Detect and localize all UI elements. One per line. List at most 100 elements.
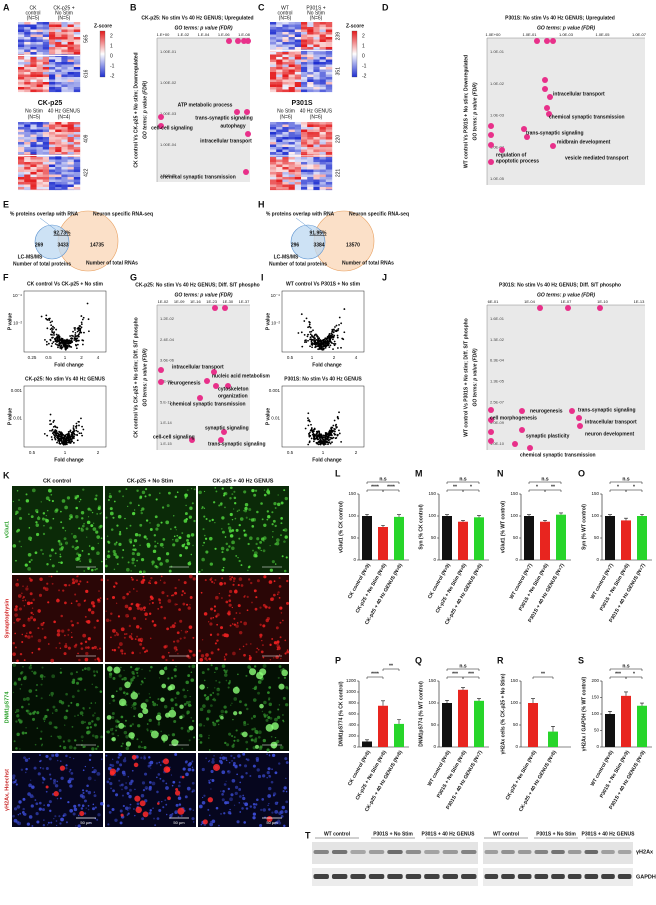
heatmap-cell xyxy=(288,64,295,68)
signal-spot xyxy=(284,757,288,761)
signal-spot xyxy=(25,727,27,729)
data-point xyxy=(76,430,79,433)
signal-spot xyxy=(233,736,236,739)
data-point xyxy=(46,318,49,321)
signal-spot xyxy=(165,552,170,556)
data-point xyxy=(60,338,62,341)
signal-spot xyxy=(32,711,36,715)
signal-spot xyxy=(56,570,59,573)
signal-spot xyxy=(260,549,262,552)
heatmap-cell xyxy=(276,79,283,83)
heatmap-cell xyxy=(325,177,333,180)
signal-spot xyxy=(150,596,154,600)
heatmap-cell xyxy=(18,122,25,125)
heatmap-cell xyxy=(24,184,31,188)
signal-spot xyxy=(198,804,203,809)
heatmap-cell xyxy=(288,179,295,183)
data-point xyxy=(71,334,73,337)
label: CK control xyxy=(43,478,72,484)
label: autophagy xyxy=(220,123,245,129)
heatmap-cell xyxy=(24,187,31,190)
signal-spot xyxy=(92,527,97,531)
label: γH2Ax xyxy=(636,849,654,855)
signal-spot xyxy=(38,801,42,805)
panel-letter: K xyxy=(3,470,10,480)
signal-spot xyxy=(78,658,81,662)
heatmap-cell xyxy=(313,82,320,85)
signal-spot xyxy=(151,601,154,604)
signal-spot xyxy=(131,557,135,562)
heatmap-cell xyxy=(67,122,74,125)
data-point xyxy=(74,333,77,336)
signal-spot xyxy=(118,674,122,678)
signal-spot xyxy=(22,666,24,668)
signal-spot xyxy=(254,554,258,558)
label: 600 xyxy=(348,711,356,716)
heatmap-cell xyxy=(319,134,326,138)
heatmap-cell xyxy=(42,77,50,80)
label: P value xyxy=(265,313,271,331)
heatmap-cell xyxy=(307,164,314,168)
signal-spot xyxy=(169,626,172,629)
signal-spot xyxy=(121,556,124,559)
signal-spot xyxy=(234,517,237,520)
signal-spot xyxy=(286,649,289,651)
label: 13570 xyxy=(346,242,360,248)
signal-spot xyxy=(229,512,233,517)
signal-spot xyxy=(99,597,102,600)
heatmap-cell xyxy=(301,149,308,153)
data-point xyxy=(74,343,77,346)
bar xyxy=(474,517,484,560)
heatmap-cell xyxy=(270,189,277,191)
panel-letter: E xyxy=(3,199,9,209)
data-point xyxy=(80,326,83,329)
bar xyxy=(474,700,484,747)
heatmap-cell xyxy=(55,87,62,90)
signal-spot xyxy=(211,518,214,522)
signal-spot xyxy=(179,619,183,623)
signal-spot xyxy=(260,502,263,505)
label: 1E-10 xyxy=(597,299,608,304)
heatmap-cell xyxy=(55,124,62,128)
heatmap-cell xyxy=(30,89,37,93)
heatmap-cell xyxy=(42,162,50,165)
signal-spot xyxy=(68,770,71,773)
label: 1.E-04 xyxy=(198,32,211,37)
signal-spot xyxy=(113,542,117,546)
signal-spot xyxy=(189,596,193,599)
signal-spot xyxy=(266,510,270,513)
signal-spot xyxy=(81,669,84,672)
signal-spot xyxy=(12,500,14,503)
signal-spot xyxy=(130,633,133,635)
heatmap-cell xyxy=(42,139,50,143)
signal-spot xyxy=(149,582,152,585)
signal-spot xyxy=(149,696,151,699)
data-point xyxy=(54,434,56,437)
signal-spot xyxy=(168,491,171,495)
heatmap-cell xyxy=(49,77,56,80)
signal-spot xyxy=(133,616,136,620)
data-point xyxy=(64,341,67,344)
signal-spot xyxy=(71,583,73,585)
signal-spot xyxy=(255,650,258,654)
signal-spot xyxy=(250,581,253,585)
heatmap-cell xyxy=(61,157,68,160)
signal-spot xyxy=(274,507,277,509)
heatmap-cell xyxy=(294,142,302,145)
signal-spot xyxy=(111,808,115,812)
heatmap-cell xyxy=(18,152,25,155)
signal-spot xyxy=(221,770,226,775)
signal-spot xyxy=(252,517,257,522)
heatmap-cell xyxy=(73,179,81,183)
signal-spot xyxy=(245,807,249,810)
signal-spot xyxy=(151,563,154,566)
signal-spot xyxy=(213,609,217,612)
label: 1.0E-02 xyxy=(490,81,505,86)
signal-spot xyxy=(135,806,142,814)
heatmap-cell xyxy=(24,189,31,191)
signal-spot xyxy=(205,518,208,521)
signal-spot xyxy=(15,605,18,608)
significance-bracket xyxy=(446,668,480,671)
label: (N=6) xyxy=(310,15,323,21)
significance-bracket xyxy=(544,489,562,492)
